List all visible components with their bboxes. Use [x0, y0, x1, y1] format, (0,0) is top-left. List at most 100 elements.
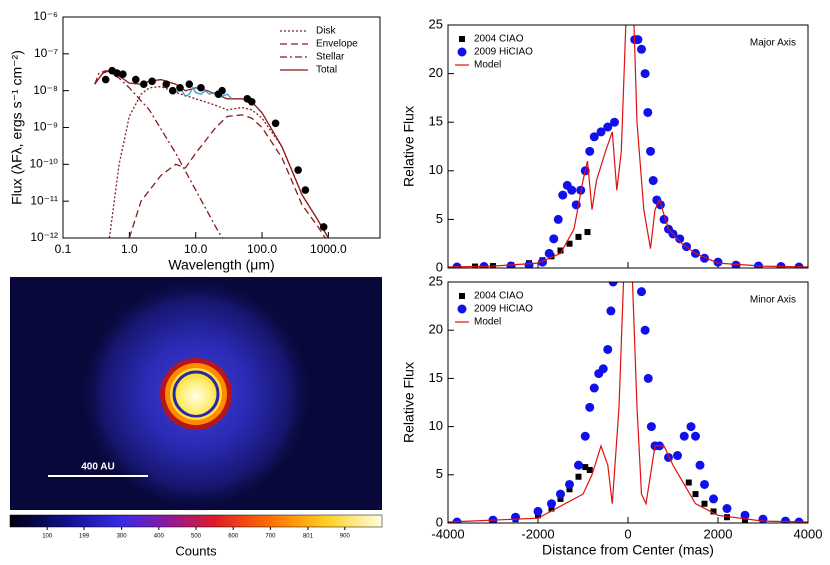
plot-frame: [62, 16, 381, 239]
y-tick-label: 5: [436, 211, 443, 226]
data-point: [218, 86, 226, 95]
data-point: [610, 117, 619, 127]
data-point: [701, 500, 708, 507]
data-point: [679, 431, 689, 441]
legend-label: Model: [474, 317, 501, 328]
series-line: [448, 25, 808, 268]
data-point: [673, 451, 682, 461]
y-tick-label: 10⁻⁷: [34, 46, 58, 60]
x-tick-label: -4000: [431, 526, 464, 541]
data-point: [685, 479, 692, 486]
data-point: [610, 258, 619, 267]
colorbar-tick-label: 600: [228, 534, 239, 540]
data-point: [637, 287, 646, 297]
disk-image: [10, 276, 382, 512]
data-point: [574, 460, 583, 470]
data-point: [758, 514, 768, 523]
data-point: [740, 510, 750, 520]
y-tick-label: 15: [429, 370, 443, 385]
data-point: [637, 44, 646, 54]
data-point: [176, 83, 184, 92]
x-tick-label: 1.0: [121, 242, 138, 256]
data-point: [168, 86, 177, 95]
data-point: [724, 514, 730, 521]
data-point: [197, 83, 205, 92]
y-tick-label: 10⁻¹²: [30, 230, 58, 244]
x-axis-label: Wavelength (μm): [168, 257, 274, 273]
data-point: [603, 122, 613, 132]
legend-swatch: [459, 293, 465, 299]
y-tick-label: 10⁻¹⁰: [30, 157, 59, 171]
y-tick-label: 10⁻⁶: [33, 9, 58, 23]
x-tick-label: 0: [624, 526, 631, 541]
y-tick-label: 15: [429, 114, 443, 129]
y-tick-label: 10: [429, 162, 443, 177]
legend-label: Disk: [316, 26, 336, 37]
data-point: [710, 508, 717, 515]
data-point: [566, 486, 573, 493]
data-point: [131, 75, 140, 84]
x-tick-label: 100.0: [247, 242, 277, 256]
data-point: [635, 268, 644, 277]
data-point: [700, 479, 709, 489]
data-point: [101, 75, 110, 84]
data-point: [582, 464, 589, 471]
legend-label: 2009 HiCIAO: [474, 47, 533, 58]
data-point: [585, 402, 595, 412]
data-point: [709, 494, 718, 504]
data-point: [742, 517, 748, 523]
data-point: [139, 80, 148, 88]
x-axis-label: Distance from Center (mas): [542, 542, 714, 558]
colorbar-tick-label: 300: [117, 534, 128, 540]
colorbar: [9, 514, 383, 528]
colorbar-tick-label: 400: [154, 534, 165, 540]
y-tick-label: 10⁻⁸: [33, 83, 58, 97]
legend-label: 2009 HiCIAO: [474, 304, 533, 315]
data-point: [640, 69, 650, 79]
data-point: [640, 325, 650, 335]
data-point: [557, 495, 564, 502]
y-tick-label: 10⁻⁹: [33, 120, 58, 134]
data-point: [575, 473, 582, 480]
data-point: [589, 383, 599, 393]
data-point: [584, 229, 591, 236]
y-tick-label: 0: [436, 259, 443, 274]
y-axis-label: Relative Flux: [401, 106, 417, 187]
legend-label: Total: [316, 65, 337, 76]
data-point: [633, 35, 643, 45]
data-point: [686, 422, 696, 432]
series-line: [108, 85, 329, 238]
data-point: [596, 127, 606, 137]
data-point: [713, 257, 723, 267]
data-point: [691, 431, 700, 441]
legend-swatch: [457, 304, 467, 314]
data-point: [566, 240, 573, 247]
x-tick-label: -2000: [521, 526, 554, 541]
y-axis-label: Flux (λFλ, ergs s⁻¹ cm⁻²): [9, 50, 25, 205]
x-tick-label: 4000: [794, 526, 823, 541]
y-tick-label: 0: [436, 514, 443, 529]
legend-label: 2004 CIAO: [474, 34, 524, 45]
plot-frame: [447, 24, 809, 269]
y-tick-label: 20: [429, 322, 443, 337]
data-point: [643, 107, 653, 117]
data-point: [643, 373, 653, 383]
data-point: [553, 214, 563, 224]
legend-label: 2004 CIAO: [474, 291, 524, 302]
colorbar-tick-label: 100: [42, 534, 53, 540]
data-point: [271, 119, 280, 128]
colorbar-label: Counts: [175, 543, 217, 558]
data-point: [544, 248, 554, 258]
x-tick-label: 2000: [704, 526, 733, 541]
data-point: [119, 70, 127, 78]
x-tick-label: 1000.0: [310, 242, 347, 256]
legend-label: Envelope: [316, 39, 358, 50]
x-tick-label: 10.0: [184, 242, 208, 256]
series-line: [448, 282, 808, 523]
series-line: [94, 69, 223, 238]
data-point: [162, 80, 171, 88]
data-point: [565, 479, 574, 489]
data-point: [575, 233, 582, 240]
data-point: [472, 263, 478, 268]
data-point: [556, 489, 565, 499]
